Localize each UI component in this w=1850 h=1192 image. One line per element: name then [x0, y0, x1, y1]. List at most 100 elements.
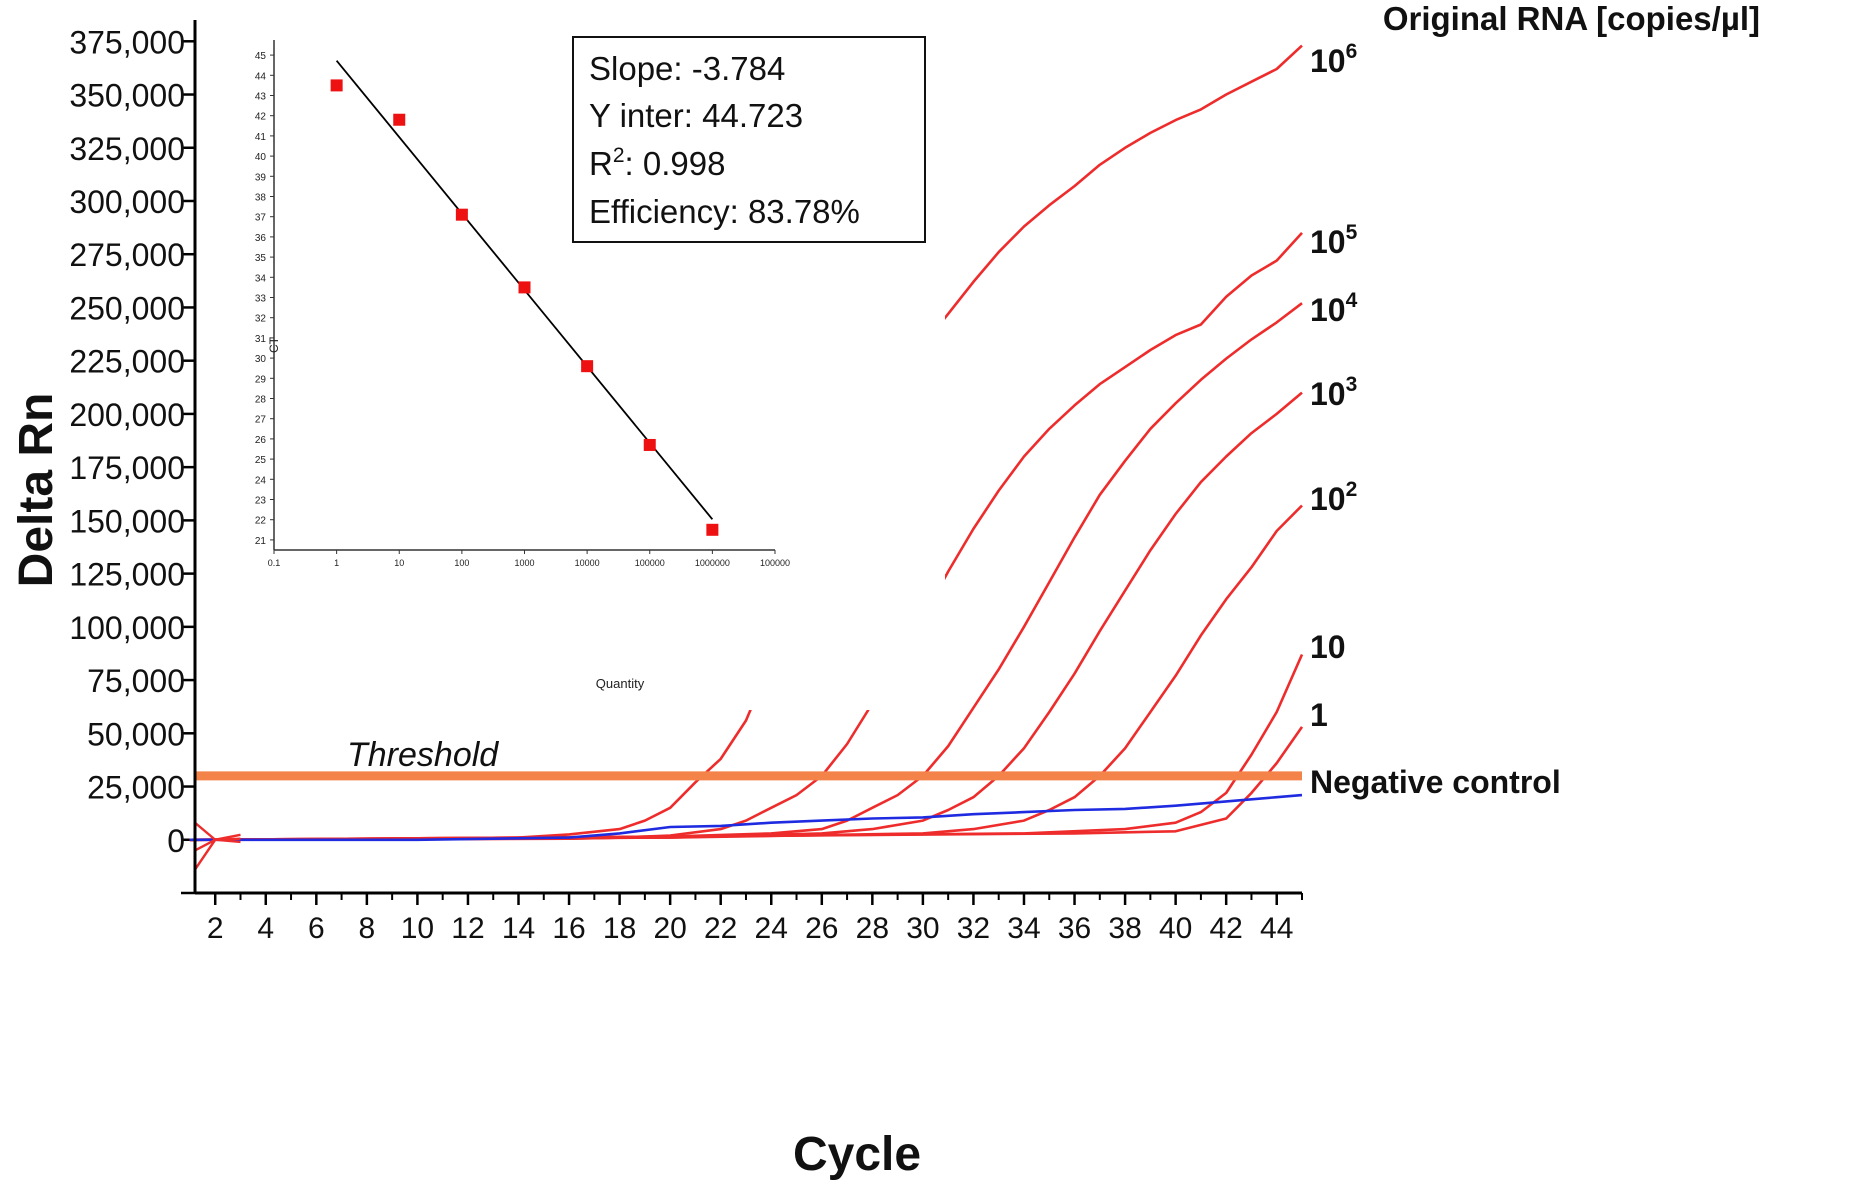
x-tick-label: 30	[906, 912, 939, 945]
noise-trace	[194, 837, 241, 852]
x-tick-label: 14	[502, 912, 535, 945]
inset-y-tick-label: 25	[255, 455, 267, 466]
inset-x-axis-title: Quantity	[596, 676, 645, 691]
stats-y-intercept: Y inter: 44.723	[589, 97, 803, 134]
inset-y-tick-label: 42	[255, 112, 267, 123]
inset-data-point	[455, 208, 468, 221]
x-tick-label: 26	[805, 912, 838, 945]
inset-y-tick-label: 37	[255, 213, 267, 224]
stats-slope: Slope: -3.784	[589, 50, 785, 87]
inset-y-tick-label: 33	[255, 294, 267, 305]
inset-data-point	[330, 79, 343, 92]
x-tick-label: 22	[704, 912, 737, 945]
y-tick-label: 200,000	[69, 397, 185, 433]
x-tick-label: 8	[359, 912, 376, 945]
inset-y-tick-label: 31	[255, 334, 267, 345]
y-tick-label: 0	[167, 823, 185, 859]
y-tick-label: 275,000	[69, 237, 185, 273]
inset-y-ticks: 21 22 23 24 25 26 27 28 29 30 31 32 33 34 35 36 37 38 39 40…	[255, 51, 274, 547]
inset-y-axis-title: CT	[267, 336, 281, 353]
main-series-group	[189, 44, 1304, 871]
inset-data-point	[581, 360, 594, 373]
stats-box-border	[572, 36, 926, 243]
y-tick-label: 50,000	[87, 716, 185, 752]
x-tick-label: 32	[957, 912, 990, 945]
inset-y-tick-label: 23	[255, 496, 267, 507]
series-label-10-4: 104	[1310, 289, 1358, 328]
inset-x-tick-label: 1	[334, 558, 339, 568]
inset-x-tick-label: 100000	[635, 558, 665, 568]
series-label-10-3: 103	[1310, 373, 1357, 412]
x-tick-label: 36	[1058, 912, 1091, 945]
stats-r-squared-prefix: R	[589, 145, 613, 182]
inset-x-tick-label: 0.1	[268, 558, 281, 568]
inset-y-tick-label: 27	[255, 415, 267, 426]
x-tick-label: 34	[1007, 912, 1040, 945]
stats-r-squared-value: : 0.998	[625, 145, 726, 182]
y-tick-label: 375,000	[69, 24, 185, 60]
inset-data-point	[393, 113, 406, 126]
y-tick-label: 300,000	[69, 184, 185, 220]
inset-x-tick-label: 1000	[514, 558, 534, 568]
inset-y-tick-label: 30	[255, 354, 267, 365]
x-tick-label: 16	[552, 912, 585, 945]
main-x-ticks: 2 4 6 8 10 12 14 16 18 20 22 24 26 28 30 32 34 36 38 40 42 44	[207, 893, 1303, 945]
y-tick-label: 25,000	[87, 770, 185, 806]
y-tick-label: 125,000	[69, 557, 185, 593]
series-label-1: 1	[1310, 697, 1328, 733]
inset-x-tick-label: 100000	[760, 558, 790, 568]
stats-r-squared: R2: 0.998	[589, 144, 725, 182]
series-label-10: 10	[1310, 629, 1346, 665]
x-tick-label: 6	[308, 912, 325, 945]
inset-x-tick-label: 1000000	[695, 558, 730, 568]
inset-y-tick-label: 38	[255, 193, 267, 204]
x-tick-label: 40	[1159, 912, 1192, 945]
series-line-1	[189, 726, 1304, 842]
stats-efficiency: Efficiency: 83.78%	[589, 193, 860, 230]
y-tick-label: 350,000	[69, 78, 185, 114]
series-line-negative-control	[189, 793, 1303, 842]
inset-y-tick-label: 24	[255, 475, 267, 486]
y-tick-label: 75,000	[87, 663, 185, 699]
inset-y-tick-label: 43	[255, 92, 267, 103]
threshold-label: Threshold	[347, 736, 499, 774]
inset-points	[330, 79, 719, 536]
series-label-10-5: 105	[1310, 221, 1358, 260]
x-tick-label: 2	[207, 912, 224, 945]
y-tick-label: 250,000	[69, 290, 185, 326]
series-line-10-4	[189, 302, 1303, 842]
y-tick-label: 175,000	[69, 450, 185, 486]
inset-y-tick-label: 29	[255, 374, 267, 385]
inset-y-tick-label: 32	[255, 314, 267, 325]
inset-y-tick-label: 45	[255, 51, 267, 62]
y-tick-label: 325,000	[69, 131, 185, 167]
inset-y-tick-label: 35	[255, 253, 267, 264]
inset-data-point	[706, 523, 719, 536]
main-axes	[193, 20, 1302, 895]
legend-title: Original RNA [copies/µl]	[1383, 0, 1760, 37]
stats-box: Slope: -3.784 Y inter: 44.723 R2: 0.998 …	[572, 36, 926, 243]
y-tick-label: 225,000	[69, 344, 185, 380]
x-tick-label: 28	[856, 912, 889, 945]
inset-data-point	[518, 281, 531, 294]
series-line-10-2	[189, 504, 1303, 842]
inset-x-tick-label: 10	[394, 558, 404, 568]
series-label-10-6: 106	[1310, 40, 1357, 79]
inset-y-tick-label: 28	[255, 395, 267, 406]
x-tick-label: 20	[653, 912, 686, 945]
series-label-negative-control: Negative control	[1310, 764, 1561, 800]
x-tick-label: 44	[1260, 912, 1293, 945]
y-axis-title: Delta Rn	[10, 393, 63, 588]
x-tick-label: 4	[257, 912, 274, 945]
inset-x-tick-label: 100	[454, 558, 469, 568]
series-line-10-3	[189, 391, 1303, 842]
x-tick-label: 38	[1108, 912, 1141, 945]
y-tick-label: 100,000	[69, 610, 185, 646]
stats-r-squared-sup: 2	[613, 144, 625, 167]
inset-y-tick-label: 39	[255, 172, 267, 183]
inset-y-tick-label: 26	[255, 435, 267, 446]
x-axis-title: Cycle	[793, 1128, 921, 1181]
